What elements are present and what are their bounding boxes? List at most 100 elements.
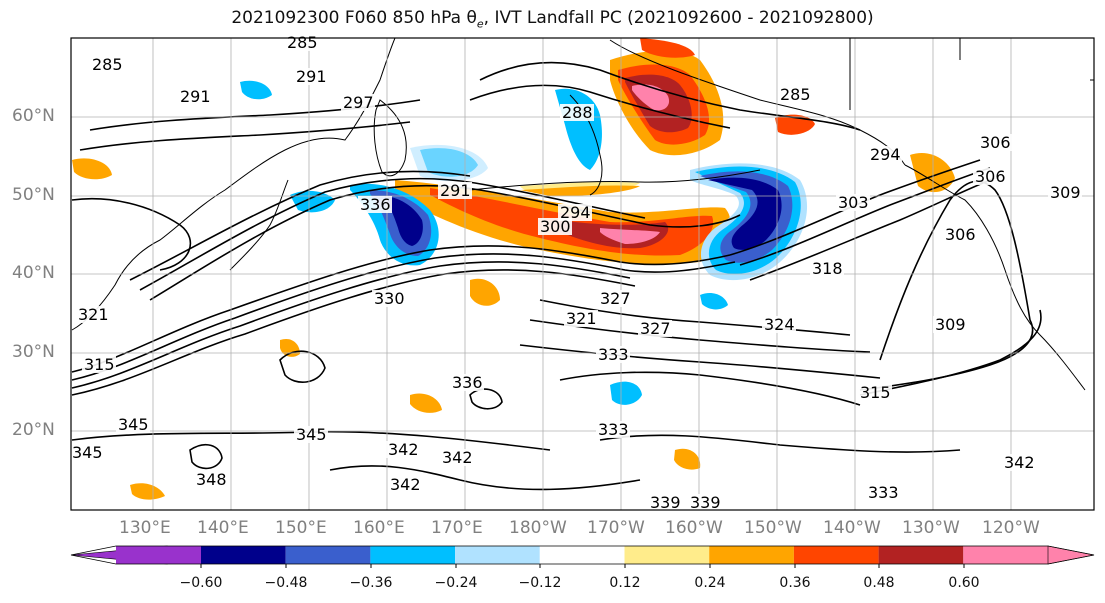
contour-label: 324 xyxy=(764,315,795,334)
contour-jet-2 xyxy=(71,253,736,381)
lon-label-180w: 180°W xyxy=(509,518,567,538)
contour-closed-1 xyxy=(189,443,223,470)
colorbar-cell xyxy=(709,546,794,564)
asia-coast xyxy=(71,38,396,331)
shade-orange-small-5 xyxy=(72,158,112,180)
contour-label-bg xyxy=(943,226,977,243)
contour-label: 285 xyxy=(780,85,811,104)
contour-label: 327 xyxy=(640,319,671,338)
contour-label: 306 xyxy=(945,225,976,244)
shade-orange-small-7 xyxy=(640,38,695,58)
colorbar-extend-right xyxy=(1047,545,1095,565)
shade-cyan-small-2 xyxy=(700,293,728,310)
contour-label: 333 xyxy=(598,420,629,439)
lon-label-140e: 140°E xyxy=(197,518,249,538)
contour-label-bg xyxy=(933,316,967,333)
lon-label-140w: 140°W xyxy=(823,518,881,538)
contour-jet-4 xyxy=(71,269,636,396)
map-frame xyxy=(70,37,1095,511)
contour-label: 291 xyxy=(180,87,211,106)
contour-label: 303 xyxy=(838,193,869,212)
contour-label: 345 xyxy=(118,415,149,434)
contour-label-bg xyxy=(558,204,592,221)
contour-label-bg xyxy=(598,290,632,307)
shade-orange-pnw xyxy=(910,152,955,193)
contour-south-3 xyxy=(599,434,961,453)
contour-east-2 xyxy=(739,167,991,266)
contour-south-2 xyxy=(329,465,641,491)
contour-east-1 xyxy=(729,159,981,256)
contour-label: 345 xyxy=(72,443,103,462)
contour-label: 342 xyxy=(1004,453,1035,472)
colorbar-tick-label: −0.36 xyxy=(349,575,393,591)
contour-label: 345 xyxy=(296,425,327,444)
contour-label-bg xyxy=(866,484,900,501)
colorbar-tick-label: 0.24 xyxy=(694,575,726,591)
contour-label-bg xyxy=(70,444,104,461)
colorbar-cell xyxy=(201,546,286,564)
contour-label-bg xyxy=(90,56,124,73)
shade-orange-small-3 xyxy=(410,393,442,413)
title-rest: , IVT Landfall PC (2021092600 - 20210928… xyxy=(483,8,874,28)
contour-label: 315 xyxy=(860,383,891,402)
contour-label: 285 xyxy=(92,55,123,74)
contour-label: 336 xyxy=(360,195,391,214)
colorbar-frame xyxy=(70,545,1095,565)
lon-label-150w: 150°W xyxy=(744,518,802,538)
lon-label-120w: 120°W xyxy=(982,518,1040,538)
contour-coast-2 xyxy=(859,309,1042,396)
colorbar-cell xyxy=(285,546,371,564)
lon-label-170w: 170°W xyxy=(587,518,645,538)
contour-label-bg xyxy=(194,471,228,488)
lon-label-130e: 130°E xyxy=(119,518,171,538)
shade-orange-small-4 xyxy=(674,448,701,470)
contour-label-bg xyxy=(372,290,406,307)
contour-label: 288 xyxy=(562,103,593,122)
contour-label-bg xyxy=(638,320,672,337)
colorbar-tick-label: −0.48 xyxy=(264,575,308,591)
contour-label: 315 xyxy=(84,355,115,374)
title-main: 2021092300 F060 850 hPa θ xyxy=(231,8,477,28)
contour-east-3 xyxy=(749,177,996,281)
contour-label: 300 xyxy=(540,217,571,236)
colorbar-tick-label: −0.12 xyxy=(518,575,562,591)
colorbar-tick-label: 0.36 xyxy=(779,575,811,591)
contour-label: 333 xyxy=(868,483,899,502)
colorbar-cell xyxy=(793,546,879,564)
contour-asia-2 xyxy=(79,121,411,151)
contour-label-bg xyxy=(858,384,892,401)
contour-sub-2 xyxy=(529,319,871,353)
contour-closed-2 xyxy=(279,350,326,383)
contour-label-bg xyxy=(82,356,116,373)
contour-jet-3 xyxy=(71,261,631,389)
contour-label: 327 xyxy=(600,289,631,308)
contour-label-bg xyxy=(560,104,594,121)
colorbar-cell xyxy=(963,546,1048,564)
contour-label-bg xyxy=(596,346,630,363)
contour-label-layer: 2852852912972912882852942912943003033063… xyxy=(70,33,1082,512)
positive-shade-orange-2 xyxy=(520,185,640,197)
shade-cyan-small-4 xyxy=(240,80,272,100)
contour-label-bg xyxy=(538,218,572,235)
plot-title: 2021092300 F060 850 hPa θe, IVT Landfall… xyxy=(0,8,1105,30)
contour-label: 336 xyxy=(452,373,483,392)
contour-label-bg xyxy=(1002,454,1036,471)
lon-label-160e: 160°E xyxy=(353,518,405,538)
contour-coast-1 xyxy=(859,180,1034,391)
title-subscript: e xyxy=(476,17,484,31)
aleutian-chain xyxy=(469,169,761,191)
contour-label-bg xyxy=(1048,184,1082,201)
contour-label: 348 xyxy=(196,470,227,489)
contour-label-bg xyxy=(688,494,722,511)
contour-label: 333 xyxy=(598,345,629,364)
contour-label: 321 xyxy=(78,305,109,324)
contour-label: 306 xyxy=(975,167,1006,186)
japan-shade-navy xyxy=(385,196,423,246)
shade-cyan-small-3 xyxy=(610,381,642,405)
lon-label-170e: 170°E xyxy=(431,518,483,538)
contour-label-bg xyxy=(440,449,474,466)
contour-label-bg xyxy=(564,310,598,327)
contour-sub-3 xyxy=(519,344,881,379)
alaska-shade-pink xyxy=(632,84,670,111)
contour-label-bg xyxy=(868,146,902,163)
